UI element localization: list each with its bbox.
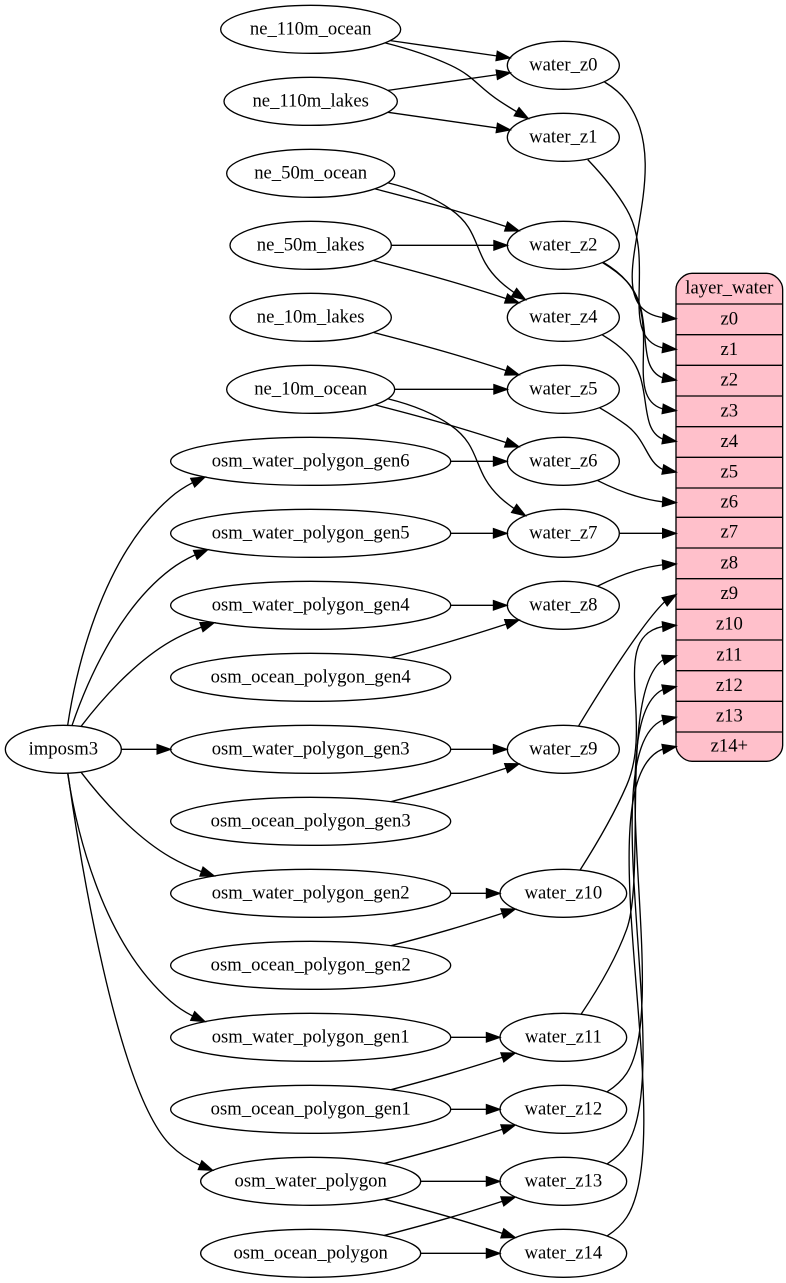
svg-text:osm_water_polygon_gen1: osm_water_polygon_gen1 <box>212 1026 410 1047</box>
svg-text:water_z9: water_z9 <box>529 738 597 759</box>
svg-text:z4: z4 <box>721 431 739 452</box>
svg-text:ne_10m_ocean: ne_10m_ocean <box>254 378 368 399</box>
svg-text:water_z14: water_z14 <box>524 1242 602 1263</box>
svg-text:osm_ocean_polygon_gen3: osm_ocean_polygon_gen3 <box>211 810 411 831</box>
svg-text:z0: z0 <box>721 308 739 329</box>
svg-text:imposm3: imposm3 <box>29 738 98 759</box>
svg-text:z11: z11 <box>716 644 742 665</box>
svg-text:osm_ocean_polygon_gen4: osm_ocean_polygon_gen4 <box>211 666 412 687</box>
svg-text:ne_110m_ocean: ne_110m_ocean <box>250 18 372 39</box>
svg-text:osm_ocean_polygon_gen2: osm_ocean_polygon_gen2 <box>211 954 411 975</box>
svg-text:ne_50m_ocean: ne_50m_ocean <box>254 162 368 183</box>
svg-text:water_z6: water_z6 <box>529 450 597 471</box>
svg-text:z1: z1 <box>721 339 739 360</box>
svg-text:z10: z10 <box>716 614 743 635</box>
svg-text:osm_water_polygon: osm_water_polygon <box>234 1170 387 1191</box>
svg-text:ne_10m_lakes: ne_10m_lakes <box>257 306 365 327</box>
svg-text:osm_water_polygon_gen3: osm_water_polygon_gen3 <box>212 738 410 759</box>
svg-text:layer_water: layer_water <box>685 278 774 299</box>
svg-text:water_z12: water_z12 <box>524 1098 602 1119</box>
svg-text:osm_water_polygon_gen6: osm_water_polygon_gen6 <box>212 450 410 471</box>
svg-text:z14+: z14+ <box>711 736 748 757</box>
svg-text:osm_ocean_polygon: osm_ocean_polygon <box>233 1242 388 1263</box>
svg-text:water_z4: water_z4 <box>529 306 598 327</box>
svg-text:water_z13: water_z13 <box>524 1170 602 1191</box>
svg-text:water_z5: water_z5 <box>529 378 597 399</box>
svg-text:z2: z2 <box>721 370 739 391</box>
svg-text:osm_water_polygon_gen5: osm_water_polygon_gen5 <box>212 522 410 543</box>
svg-text:z5: z5 <box>721 462 739 483</box>
svg-text:osm_water_polygon_gen4: osm_water_polygon_gen4 <box>212 594 411 615</box>
svg-text:ne_110m_lakes: ne_110m_lakes <box>252 90 368 111</box>
svg-text:z6: z6 <box>721 492 739 513</box>
svg-text:water_z7: water_z7 <box>529 522 597 543</box>
svg-text:z12: z12 <box>716 675 743 696</box>
svg-text:z8: z8 <box>721 552 739 573</box>
svg-text:z9: z9 <box>721 583 739 604</box>
svg-text:osm_ocean_polygon_gen1: osm_ocean_polygon_gen1 <box>211 1098 411 1119</box>
svg-text:water_z2: water_z2 <box>529 234 597 255</box>
svg-text:z3: z3 <box>721 400 739 421</box>
svg-text:z7: z7 <box>721 522 739 543</box>
svg-text:water_z11: water_z11 <box>525 1026 602 1047</box>
svg-text:ne_50m_lakes: ne_50m_lakes <box>257 234 365 255</box>
svg-text:water_z10: water_z10 <box>524 882 602 903</box>
svg-text:water_z1: water_z1 <box>529 126 597 147</box>
svg-text:water_z8: water_z8 <box>529 594 597 615</box>
svg-text:water_z0: water_z0 <box>529 54 597 75</box>
svg-text:osm_water_polygon_gen2: osm_water_polygon_gen2 <box>212 882 410 903</box>
svg-text:z13: z13 <box>716 706 743 727</box>
